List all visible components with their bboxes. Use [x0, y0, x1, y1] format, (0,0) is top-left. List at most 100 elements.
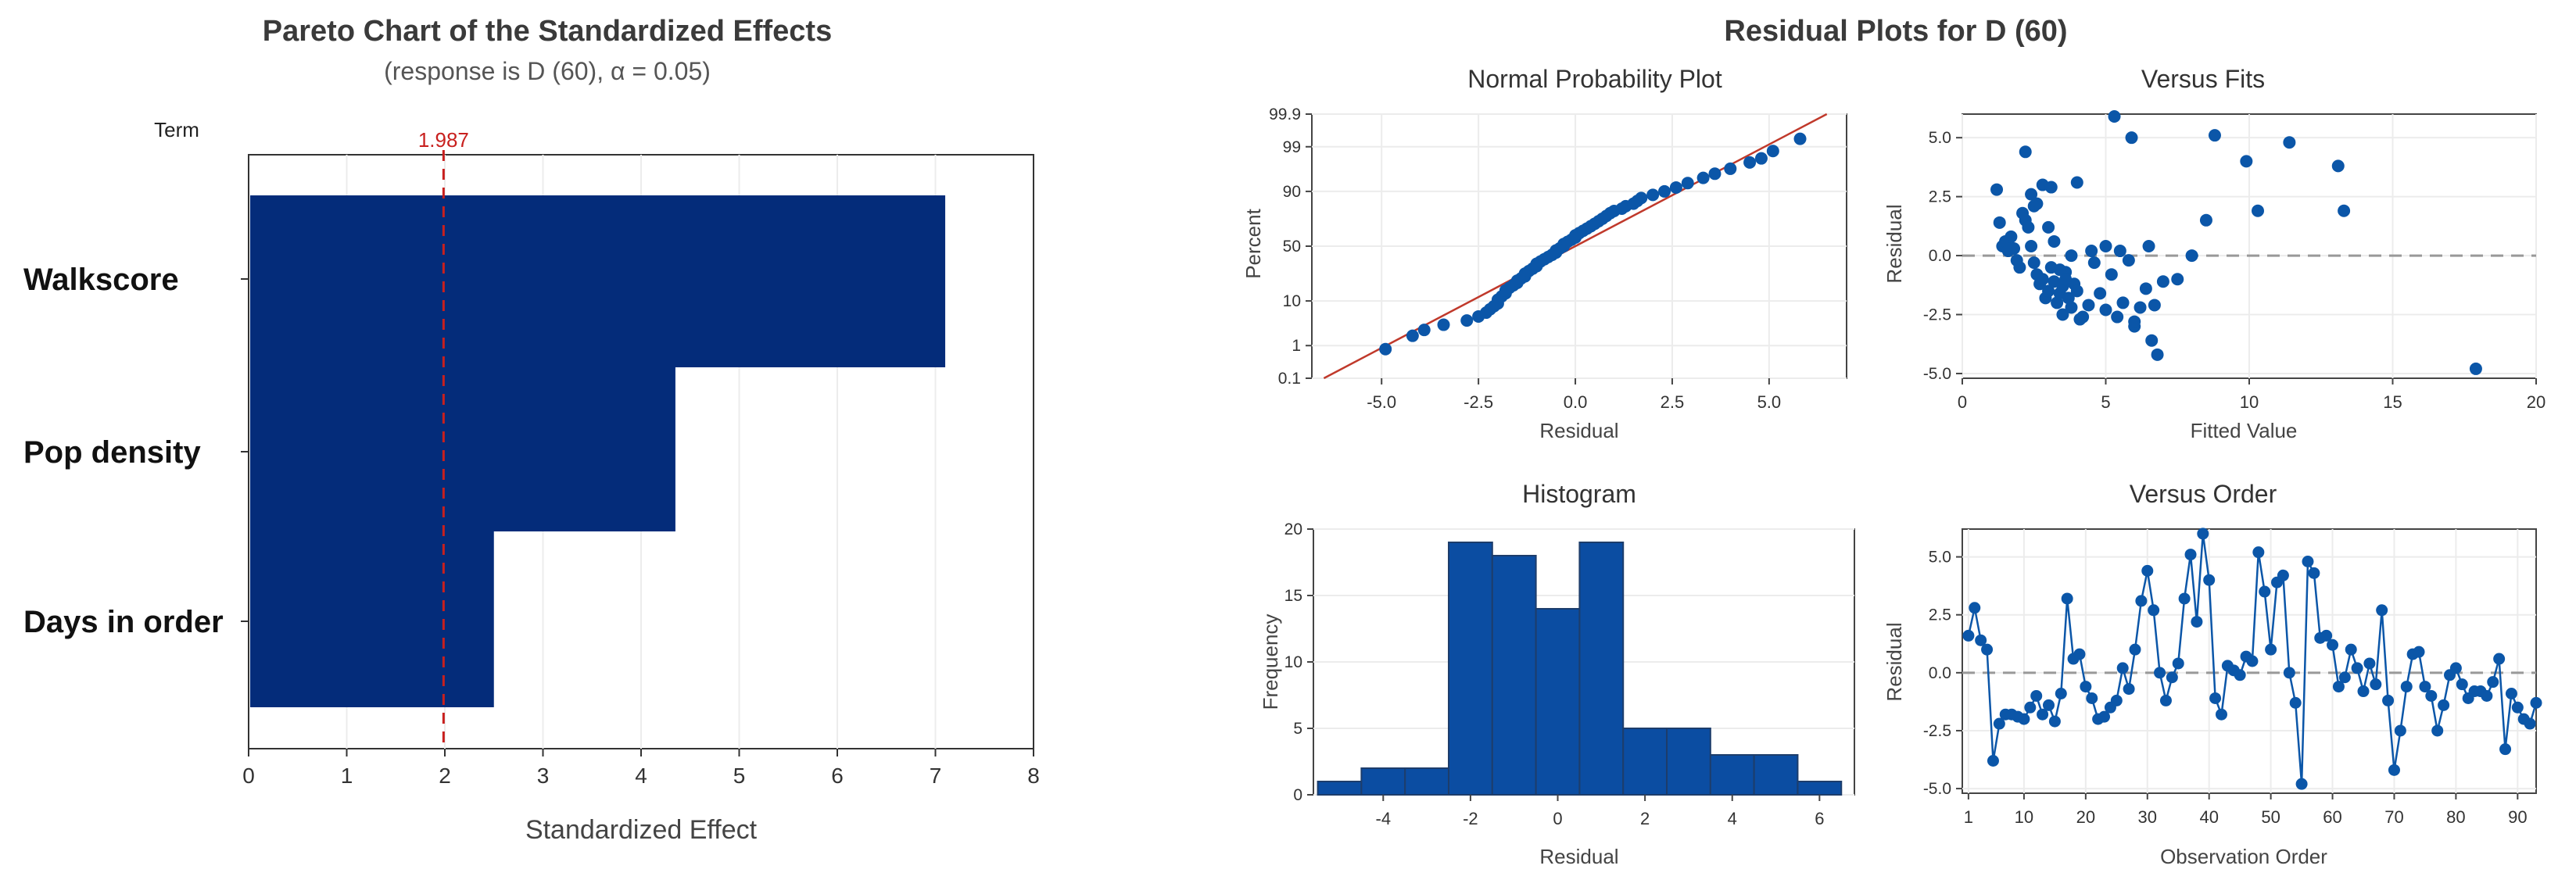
vfits-point	[2240, 155, 2253, 168]
hist-bar	[1666, 728, 1711, 796]
vfits-point	[2048, 234, 2061, 248]
vorder-point	[2055, 688, 2067, 700]
npp-point	[1669, 181, 1682, 194]
vfits-point	[1993, 216, 2006, 229]
vorder-title: Versus Order	[2130, 480, 2277, 508]
hist-bar	[1753, 754, 1799, 796]
vorder-point	[2449, 662, 2462, 674]
vorder-point	[2277, 569, 2289, 581]
vorder-point	[2394, 724, 2406, 737]
vorder-point	[2419, 681, 2431, 693]
vorder-point	[2320, 629, 2333, 642]
vorder-point	[2413, 646, 2425, 658]
vorder-point	[2030, 689, 2043, 702]
vfits-point	[2134, 301, 2147, 314]
vfits-point	[2027, 199, 2040, 213]
vorder-point	[2048, 715, 2061, 728]
vorder-point	[2197, 528, 2209, 540]
vfits-point	[2008, 242, 2021, 256]
vorder-point	[2209, 692, 2222, 704]
vfits-y-tick-label: 0.0	[1929, 247, 1951, 265]
npp-y-ticks: 0.1 1 10 50 90 99 99.9	[1269, 106, 1312, 388]
hist-x-ticks: -4 -2 0 2 4 6	[1376, 795, 1824, 828]
vorder-point	[2116, 662, 2129, 674]
pareto-bars	[250, 195, 946, 707]
vfits-point	[2042, 220, 2055, 234]
vorder-point	[2203, 574, 2216, 586]
vfits-point	[2208, 129, 2221, 142]
vorder-point	[2530, 696, 2542, 709]
hist-bar	[1404, 767, 1450, 796]
vorder-point	[2252, 546, 2265, 559]
vfits-point	[2469, 362, 2482, 375]
hist-x-tick-label: 0	[1553, 809, 1562, 828]
vorder-point	[2259, 585, 2271, 598]
vorder-point	[2018, 713, 2030, 725]
vorder-y-tick-label: 5.0	[1929, 549, 1951, 567]
vfits-point	[2151, 348, 2164, 361]
vorder-x-tick-label: 60	[2323, 807, 2341, 827]
vfits-point	[2128, 315, 2141, 328]
pareto-x-tick-label: 8	[1027, 764, 1040, 788]
vorder-point	[2037, 708, 2049, 721]
npp-x-tick-label: 5.0	[1757, 392, 1782, 412]
pareto-reference-label: 1.987	[418, 128, 469, 152]
vorder-point	[1987, 754, 1999, 767]
vorder-x-tick-label: 20	[2076, 807, 2095, 827]
npp-y-tick-label: 99	[1283, 138, 1301, 156]
vorder-point	[2295, 778, 2308, 790]
vorder-y-tick-label: -2.5	[1923, 722, 1951, 740]
pareto-bar	[250, 367, 675, 531]
vfits-point	[2082, 299, 2095, 312]
vorder-point	[2431, 724, 2444, 737]
hist-x-tick-label: 6	[1815, 809, 1824, 828]
vorder-point	[2061, 592, 2073, 605]
vorder-point	[2351, 662, 2363, 674]
vfits-point	[2185, 249, 2198, 263]
hist-bar	[1578, 542, 1625, 796]
npp-point	[1658, 184, 1671, 198]
pareto-category-label: Days in order	[23, 605, 224, 639]
vorder-x-tick-label: 70	[2384, 807, 2403, 827]
npp-x-tick-label: -5.0	[1367, 392, 1396, 412]
vfits-x-ticks: 0 5 10 15 20	[1958, 378, 2546, 412]
vfits-point	[2073, 313, 2087, 326]
vorder-x-tick-label: 30	[2138, 807, 2157, 827]
pareto-title: Pareto Chart of the Standardized Effects	[263, 15, 832, 48]
vorder-point	[2400, 681, 2413, 693]
vfits-point	[2025, 188, 2038, 201]
vfits-point	[2331, 159, 2345, 173]
npp-point	[1696, 171, 1710, 184]
histogram-chart: Histogram -4 -2 0 2 4 6 0 5 10 15 20 Residual Fre…	[1259, 480, 1855, 868]
vfits-y-tick-label: -5.0	[1923, 365, 1951, 383]
npp-point	[1406, 329, 1419, 342]
pareto-chart: Pareto Chart of the Standardized Effects…	[23, 15, 1040, 845]
vorder-point	[2154, 667, 2166, 679]
vorder-point	[2370, 678, 2382, 691]
vorder-point	[2172, 657, 2184, 670]
pareto-category-label: Walkscore	[23, 263, 179, 297]
npp-x-label: Residual	[1539, 419, 1618, 442]
pareto-x-tick-label: 6	[831, 764, 844, 788]
vfits-chart: Versus Fits 0 5 10 15 20 -5.0 -2.5 0.0 2.5 5.0 F…	[1883, 65, 2546, 442]
pareto-x-tick-label: 0	[242, 764, 255, 788]
pareto-x-tick-label: 3	[537, 764, 550, 788]
hist-y-tick-label: 20	[1284, 520, 1302, 538]
vfits-point	[2019, 145, 2032, 159]
pareto-x-tick-label: 2	[439, 764, 451, 788]
vorder-point	[2302, 556, 2314, 568]
npp-point	[1460, 314, 1474, 327]
npp-y-tick-label: 0.1	[1278, 370, 1301, 388]
vfits-x-tick-label: 0	[1958, 392, 1967, 412]
vorder-y-tick-label: 0.0	[1929, 664, 1951, 682]
hist-bar	[1709, 754, 1755, 796]
vorder-point	[2332, 681, 2345, 693]
vorder-point	[2129, 643, 2141, 656]
pareto-x-tick-label: 4	[635, 764, 647, 788]
vorder-y-tick-label: 2.5	[1929, 606, 1951, 624]
hist-bar	[1491, 555, 1537, 796]
vorder-x-tick-label: 50	[2261, 807, 2280, 827]
vfits-y-tick-label: 2.5	[1929, 188, 1951, 206]
vorder-x-label: Observation Order	[2160, 845, 2327, 868]
npp-y-tick-label: 99.9	[1269, 106, 1301, 123]
